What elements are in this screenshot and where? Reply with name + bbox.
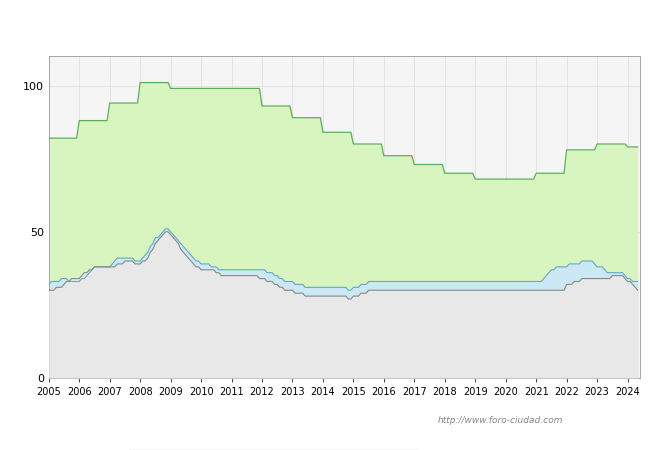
Text: http://www.foro-ciudad.com: http://www.foro-ciudad.com [438,416,563,425]
Text: Lascuarre - Evolucion de la poblacion en edad de Trabajar Mayo de 2024: Lascuarre - Evolucion de la poblacion en… [72,24,578,38]
